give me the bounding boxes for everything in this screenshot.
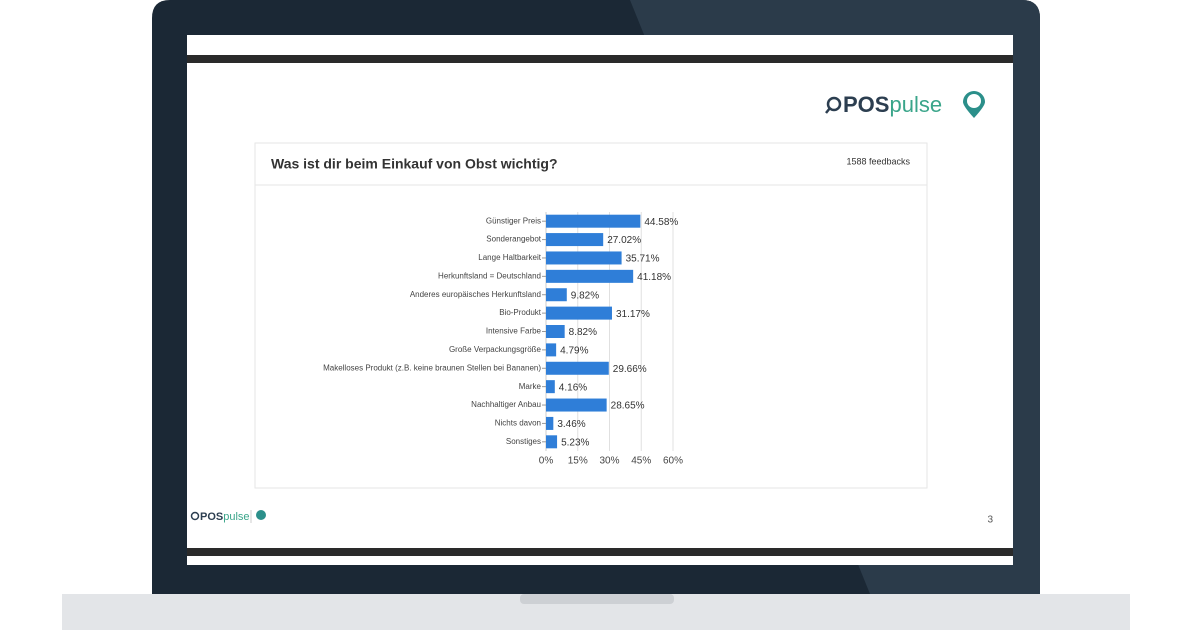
- location-icon: [967, 94, 981, 108]
- value-label: 28.65%: [611, 401, 645, 412]
- y-tick-label: Nichts davon: [495, 419, 541, 428]
- x-tick-label: 30%: [599, 456, 619, 467]
- bar: [546, 306, 612, 320]
- value-label: 41.18%: [637, 272, 671, 283]
- value-label: 5.23%: [561, 437, 589, 448]
- y-tick-label: Marke: [519, 382, 542, 391]
- slide-bar-bottom: [187, 548, 1013, 556]
- value-label: 3.46%: [557, 419, 585, 430]
- value-label: 35.71%: [626, 254, 660, 265]
- y-tick-label: Anderes europäisches Herkunftsland: [410, 290, 541, 299]
- bar: [546, 269, 634, 283]
- y-tick-label: Intensive Farbe: [486, 327, 542, 336]
- logo-text: POSpulse: [843, 92, 942, 117]
- plot: 0% 15% 30% 45% 60% Günstiger Preis 44.58% Sonde…: [323, 212, 683, 467]
- page-number: 3: [987, 515, 993, 526]
- location-icon: [256, 510, 266, 520]
- bar: [546, 343, 557, 357]
- y-tick-label: Lange Haltbarkeit: [478, 253, 541, 262]
- bar: [546, 233, 604, 247]
- y-tick-label: Nachhaltiger Anbau: [471, 400, 541, 409]
- value-label: 9.82%: [571, 290, 599, 301]
- bar: [546, 416, 554, 430]
- logo-icon: [826, 96, 842, 112]
- y-tick-label: Makelloses Produkt (z.B. keine braunen S…: [323, 363, 541, 372]
- value-label: 4.79%: [560, 346, 588, 357]
- y-tick-label: Herkunftsland = Deutschland: [438, 271, 541, 280]
- logo-accent: pulse: [223, 511, 249, 523]
- x-tick-label: 45%: [631, 456, 651, 467]
- x-tick-label: 60%: [663, 456, 683, 467]
- y-tick-label: Große Verpackungsgröße: [449, 345, 542, 354]
- value-label: 4.16%: [559, 382, 587, 393]
- bar: [546, 214, 641, 228]
- feedback-count: 1588 feedbacks: [846, 156, 910, 166]
- bar: [546, 361, 609, 375]
- logo-main: POS: [843, 92, 889, 117]
- chart-title: Was ist dir beim Einkauf von Obst wichti…: [271, 156, 558, 172]
- logo-icon: [190, 511, 200, 521]
- value-label: 8.82%: [569, 327, 597, 338]
- y-tick-label: Bio-Produkt: [499, 308, 542, 317]
- value-label: 44.58%: [644, 217, 678, 228]
- bar: [546, 380, 555, 394]
- bar: [546, 325, 565, 338]
- bar: [546, 435, 558, 449]
- logo-bottom: POSpulse: [190, 510, 266, 523]
- logo-text: POSpulse: [200, 511, 250, 523]
- chart-card: [254, 142, 928, 489]
- logo-main: POS: [200, 511, 223, 523]
- y-tick-label: Günstiger Preis: [486, 216, 541, 225]
- y-tick-label: Sonstiges: [506, 437, 541, 446]
- bar: [546, 398, 607, 412]
- slide-bar-top: [187, 55, 1013, 63]
- bar: [546, 251, 622, 265]
- x-tick-label: 0%: [539, 456, 554, 467]
- laptop-notch: [520, 594, 674, 604]
- y-tick-label: Sonderangebot: [486, 235, 541, 244]
- value-label: 29.66%: [613, 364, 647, 375]
- x-tick-label: 15%: [568, 456, 588, 467]
- logo-icon: [825, 107, 831, 114]
- value-label: 31.17%: [616, 309, 650, 320]
- value-label: 27.02%: [607, 235, 641, 246]
- logo-accent: pulse: [889, 92, 942, 117]
- logo-top: POSpulse: [825, 91, 985, 118]
- bar: [546, 288, 567, 302]
